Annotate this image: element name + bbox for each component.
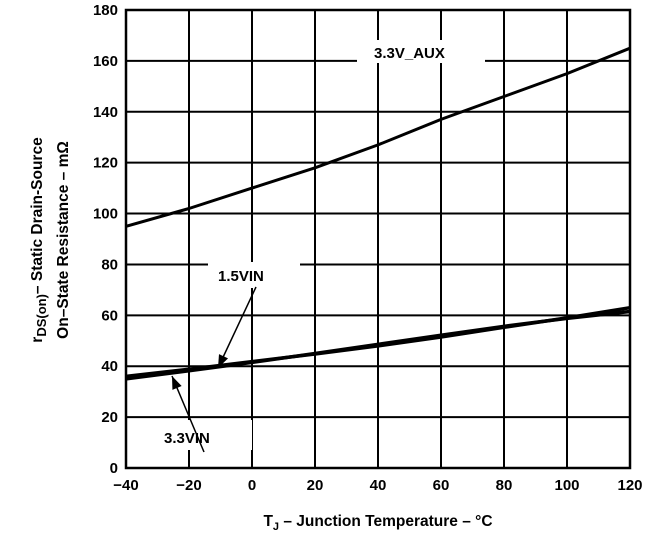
y-tick-label: 60: [101, 307, 118, 324]
y-tick-label: 100: [93, 206, 118, 223]
series-label-bg: [160, 428, 228, 448]
series-label-1-5vin: 1.5VIN: [218, 268, 264, 285]
y-tick-label: 160: [93, 53, 118, 70]
y-tick-label: 120: [93, 155, 118, 172]
y-tick-label: 40: [101, 358, 118, 375]
x-tick-label: 120: [617, 477, 642, 494]
y-tick-label: 180: [93, 2, 118, 19]
series-line-3-3v-aux: [125, 46, 631, 228]
y-axis-label-sub: DS(on): [34, 294, 49, 337]
x-axis-label-rest: – Junction Temperature – °C: [279, 513, 493, 530]
plot-frame: [124, 8, 632, 470]
label-1-5vin-leader: [217, 286, 257, 369]
series-line-3-3vin: [125, 309, 631, 381]
x-tick-label: 60: [433, 477, 450, 494]
label-3-3vin-arrowhead: [172, 376, 182, 390]
x-tick-label: −40: [113, 477, 138, 494]
y-tick-label: 80: [101, 256, 118, 273]
series-layer: [125, 46, 631, 381]
x-tick-label: 100: [554, 477, 579, 494]
series-label-3-3v-aux: 3.3V_AUX: [374, 45, 445, 62]
y-axis-label-line1: rDS(on)– Static Drain-Source: [29, 137, 49, 343]
series-label-3-3vin: 3.3VIN: [164, 430, 210, 447]
x-tick-label: 40: [370, 477, 387, 494]
y-axis-label-rest: – Static Drain-Source: [29, 137, 46, 294]
y-axis-label-line2: On–State Resistance – mΩ: [55, 141, 72, 339]
label-3-3vin-leader: [171, 375, 205, 453]
x-tick-label: −20: [176, 477, 201, 494]
x-tick-label: 20: [307, 477, 324, 494]
y-tick-label: 20: [101, 409, 118, 426]
series-label-bg: [214, 266, 282, 286]
tick-labels: −40 −20 0 20 40 60 80 100 120 0 20 40 60 80 100 120 140 1…: [93, 2, 643, 494]
x-tick-label: 80: [496, 477, 513, 494]
x-axis-label: TJ – Junction Temperature – °C: [263, 513, 492, 533]
series-label-bg: [370, 43, 458, 63]
label-1-5vin-arrowhead: [218, 354, 229, 368]
y-tick-label: 0: [110, 460, 118, 477]
x-tick-label: 0: [248, 477, 256, 494]
y-tick-label: 140: [93, 104, 118, 121]
annotation-layer: 3.3V_AUX 1.5VIN 3.3VIN: [160, 40, 485, 453]
x-axis-label-t: T: [263, 513, 273, 530]
x-axis-label-sub: J: [273, 521, 279, 533]
y-axis-label-r: r: [29, 337, 46, 343]
